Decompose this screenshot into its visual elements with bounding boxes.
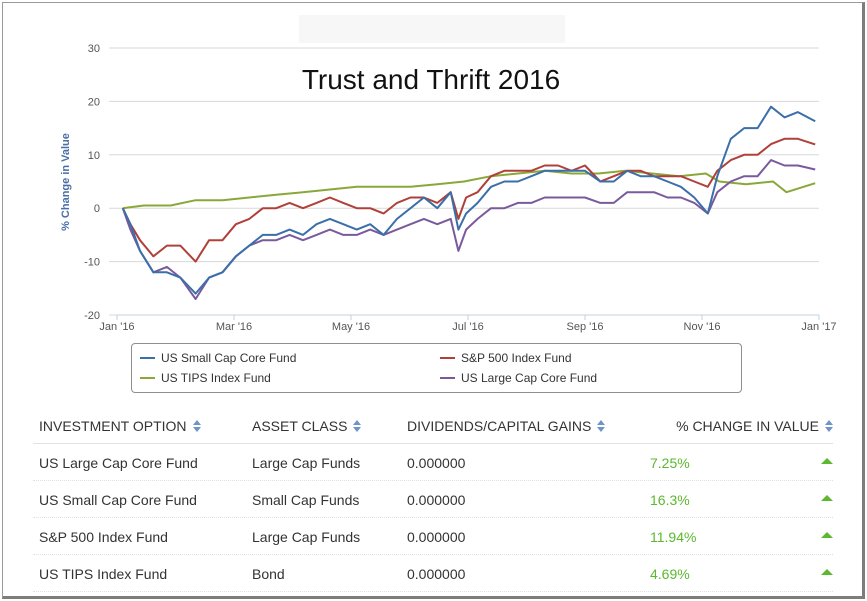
change-cell: 16.3% (650, 492, 690, 508)
y-tick-label: 0 (94, 203, 100, 215)
column-header-change[interactable]: % CHANGE IN VALUE (676, 418, 833, 434)
legend-item-large-cap[interactable]: US Large Cap Core Fund (440, 370, 597, 386)
dividends-cell: 0.000000 (407, 492, 466, 508)
column-header-label: DIVIDENDS/CAPITAL GAINS (407, 418, 592, 434)
sort-icon (192, 420, 201, 432)
change-cell: 11.94% (650, 529, 697, 545)
y-axis-label: % Change in Value (60, 133, 72, 231)
legend-swatch (140, 357, 155, 359)
chart-legend: US Small Cap Core Fund S&P 500 Index Fun… (131, 343, 742, 393)
series-layer (121, 105, 816, 300)
table-row[interactable]: US Small Cap Core Fund Small Cap Funds 0… (33, 481, 833, 518)
legend-label: US TIPS Index Fund (161, 371, 271, 385)
change-cell: 4.69% (650, 566, 690, 582)
investment-option-cell: US Small Cap Core Fund (39, 492, 197, 508)
sort-icon (597, 420, 606, 432)
x-tick-label: Mar '16 (216, 321, 252, 333)
y-tick-label: 10 (88, 150, 100, 162)
funds-table: INVESTMENT OPTION ASSET CLASS DIVIDENDS/… (33, 406, 833, 592)
column-header-label: % CHANGE IN VALUE (676, 418, 819, 434)
legend-item-sp500[interactable]: S&P 500 Index Fund (440, 350, 572, 366)
legend-label: US Small Cap Core Fund (161, 351, 297, 365)
legend-item-small-cap[interactable]: US Small Cap Core Fund (140, 350, 296, 366)
line-chart: -20 -10 0 10 20 30 Jan '16 Mar '16 May '16 Jul '1… (60, 43, 837, 333)
axis-layer: -20 -10 0 10 20 30 Jan '16 Mar '16 May '16 Jul '1… (84, 43, 836, 333)
legend-label: US Large Cap Core Fund (461, 371, 598, 385)
series-line (121, 137, 816, 263)
y-tick-label: 30 (88, 43, 100, 55)
legend-label: S&P 500 Index Fund (461, 351, 572, 365)
change-cell: 7.25% (650, 455, 690, 471)
up-arrow-icon (821, 532, 833, 538)
legend-item-tips[interactable]: US TIPS Index Fund (140, 370, 271, 386)
asset-class-cell: Large Cap Funds (252, 455, 361, 471)
series-line (121, 105, 816, 295)
sort-icon (353, 420, 362, 432)
column-header-label: ASSET CLASS (252, 418, 348, 434)
legend-swatch (140, 377, 155, 379)
investment-option-cell: US TIPS Index Fund (39, 566, 168, 582)
x-tick-label: Jan '16 (99, 321, 134, 333)
sort-icon (825, 420, 833, 432)
asset-class-cell: Large Cap Funds (252, 529, 361, 545)
x-tick-label: May '16 (332, 321, 370, 333)
column-header-dividends[interactable]: DIVIDENDS/CAPITAL GAINS (407, 418, 606, 434)
top-bar (299, 15, 565, 43)
table-row[interactable]: US Large Cap Core Fund Large Cap Funds 0… (33, 444, 833, 481)
y-tick-label: 20 (88, 96, 100, 108)
dividends-cell: 0.000000 (407, 455, 466, 471)
up-arrow-icon (821, 495, 833, 501)
table-header: INVESTMENT OPTION ASSET CLASS DIVIDENDS/… (33, 406, 833, 444)
x-tick-label: Jul '16 (452, 321, 483, 333)
x-tick-label: Nov '16 (684, 321, 721, 333)
legend-swatch (440, 377, 455, 379)
column-header-label: INVESTMENT OPTION (39, 418, 187, 434)
y-tick-label: -10 (84, 257, 100, 269)
asset-class-cell: Bond (252, 566, 285, 582)
y-tick-label: -20 (84, 310, 100, 322)
chart-title: Trust and Thrift 2016 (302, 64, 560, 95)
x-tick-label: Sep '16 (567, 321, 604, 333)
dividends-cell: 0.000000 (407, 566, 466, 582)
asset-class-cell: Small Cap Funds (252, 492, 360, 508)
dividends-cell: 0.000000 (407, 529, 466, 545)
table-row[interactable]: S&P 500 Index Fund Large Cap Funds 0.000… (33, 518, 833, 555)
up-arrow-icon (821, 569, 833, 575)
x-tick-label: Jan '17 (801, 321, 836, 333)
table-row[interactable]: US TIPS Index Fund Bond 0.000000 4.69% (33, 555, 833, 592)
investment-option-cell: US Large Cap Core Fund (39, 455, 198, 471)
legend-swatch (440, 357, 455, 359)
column-header-investment-option[interactable]: INVESTMENT OPTION (39, 418, 201, 434)
up-arrow-icon (821, 458, 833, 464)
column-header-asset-class[interactable]: ASSET CLASS (252, 418, 362, 434)
investment-option-cell: S&P 500 Index Fund (39, 529, 168, 545)
